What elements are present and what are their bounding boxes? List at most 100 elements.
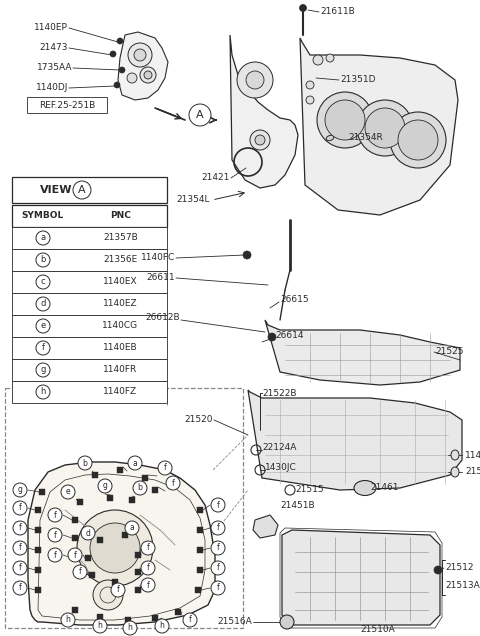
Circle shape xyxy=(268,333,276,341)
Bar xyxy=(35,567,41,573)
Text: 1140EP: 1140EP xyxy=(34,24,68,32)
Text: REF.25-251B: REF.25-251B xyxy=(39,100,95,109)
Bar xyxy=(72,555,78,561)
Text: 21354R: 21354R xyxy=(348,134,383,142)
Text: a: a xyxy=(132,459,137,467)
Text: f: f xyxy=(19,583,22,593)
Bar xyxy=(72,517,78,523)
Bar xyxy=(97,537,103,543)
Circle shape xyxy=(36,341,50,355)
Text: 1140EZ: 1140EZ xyxy=(103,300,138,308)
Circle shape xyxy=(313,55,323,65)
Text: f: f xyxy=(172,478,174,488)
Text: e: e xyxy=(66,488,70,497)
Text: 21512: 21512 xyxy=(445,563,473,572)
Circle shape xyxy=(61,613,75,627)
Text: 21473: 21473 xyxy=(39,43,68,53)
Circle shape xyxy=(166,476,180,490)
Circle shape xyxy=(141,541,155,555)
Text: 1140FC: 1140FC xyxy=(141,254,175,263)
Circle shape xyxy=(211,498,225,512)
Circle shape xyxy=(123,621,137,635)
Bar xyxy=(197,547,203,553)
Text: 21611B: 21611B xyxy=(320,8,355,17)
Circle shape xyxy=(48,508,62,522)
Circle shape xyxy=(280,615,294,629)
Text: f: f xyxy=(19,544,22,553)
Text: f: f xyxy=(54,551,56,560)
Bar xyxy=(12,271,167,293)
Circle shape xyxy=(128,43,152,67)
Circle shape xyxy=(211,541,225,555)
Text: 21525: 21525 xyxy=(435,347,464,357)
Text: 26614: 26614 xyxy=(275,331,303,340)
Bar xyxy=(35,547,41,553)
Circle shape xyxy=(300,4,307,11)
Circle shape xyxy=(325,100,365,140)
Text: 1140DJ: 1140DJ xyxy=(36,83,68,92)
Circle shape xyxy=(13,501,27,515)
Text: h: h xyxy=(40,387,46,396)
Circle shape xyxy=(36,319,50,333)
Circle shape xyxy=(306,81,314,89)
Circle shape xyxy=(13,561,27,575)
Bar xyxy=(12,249,167,271)
Text: 21520: 21520 xyxy=(184,415,213,424)
Circle shape xyxy=(13,581,27,595)
Text: e: e xyxy=(40,322,46,331)
Polygon shape xyxy=(265,320,460,385)
Bar xyxy=(195,587,201,593)
Bar xyxy=(89,572,95,578)
Text: 26611: 26611 xyxy=(146,273,175,282)
Circle shape xyxy=(133,481,147,495)
Text: 21513A: 21513A xyxy=(445,581,480,590)
Circle shape xyxy=(434,566,442,574)
Circle shape xyxy=(155,619,169,633)
Text: f: f xyxy=(146,581,149,590)
Text: 1140EB: 1140EB xyxy=(103,343,138,352)
FancyBboxPatch shape xyxy=(27,97,107,113)
Text: f: f xyxy=(19,523,22,532)
Bar xyxy=(12,205,167,227)
Text: 1430JC: 1430JC xyxy=(265,464,297,473)
Bar xyxy=(125,617,131,623)
Text: 1140EX: 1140EX xyxy=(103,277,138,286)
Text: f: f xyxy=(117,586,120,595)
Bar xyxy=(117,467,123,473)
Circle shape xyxy=(140,67,156,83)
Text: f: f xyxy=(79,567,82,576)
Circle shape xyxy=(306,96,314,104)
Circle shape xyxy=(255,135,265,145)
Text: 21421: 21421 xyxy=(202,174,230,183)
Circle shape xyxy=(111,583,125,597)
Bar xyxy=(35,507,41,513)
Text: 21356E: 21356E xyxy=(103,256,138,265)
Text: 21351D: 21351D xyxy=(340,76,375,85)
Bar xyxy=(39,489,45,495)
Circle shape xyxy=(114,82,120,88)
Circle shape xyxy=(398,120,438,160)
Text: b: b xyxy=(138,483,143,492)
Circle shape xyxy=(98,479,112,493)
Circle shape xyxy=(93,619,107,633)
Text: 1140FZ: 1140FZ xyxy=(103,387,138,396)
Circle shape xyxy=(211,521,225,535)
Circle shape xyxy=(117,38,123,44)
Circle shape xyxy=(243,251,251,259)
Ellipse shape xyxy=(354,481,376,495)
Text: f: f xyxy=(19,563,22,572)
Text: 21522B: 21522B xyxy=(262,389,297,398)
Bar xyxy=(12,359,167,381)
Text: b: b xyxy=(40,256,46,265)
Polygon shape xyxy=(118,32,168,100)
Text: f: f xyxy=(54,530,56,539)
Text: 21510A: 21510A xyxy=(360,625,395,635)
Circle shape xyxy=(183,613,197,627)
Bar xyxy=(35,527,41,533)
Bar xyxy=(97,614,103,620)
Text: f: f xyxy=(216,583,219,593)
Circle shape xyxy=(36,275,50,289)
Circle shape xyxy=(13,521,27,535)
Bar xyxy=(135,569,141,575)
Bar xyxy=(197,507,203,513)
